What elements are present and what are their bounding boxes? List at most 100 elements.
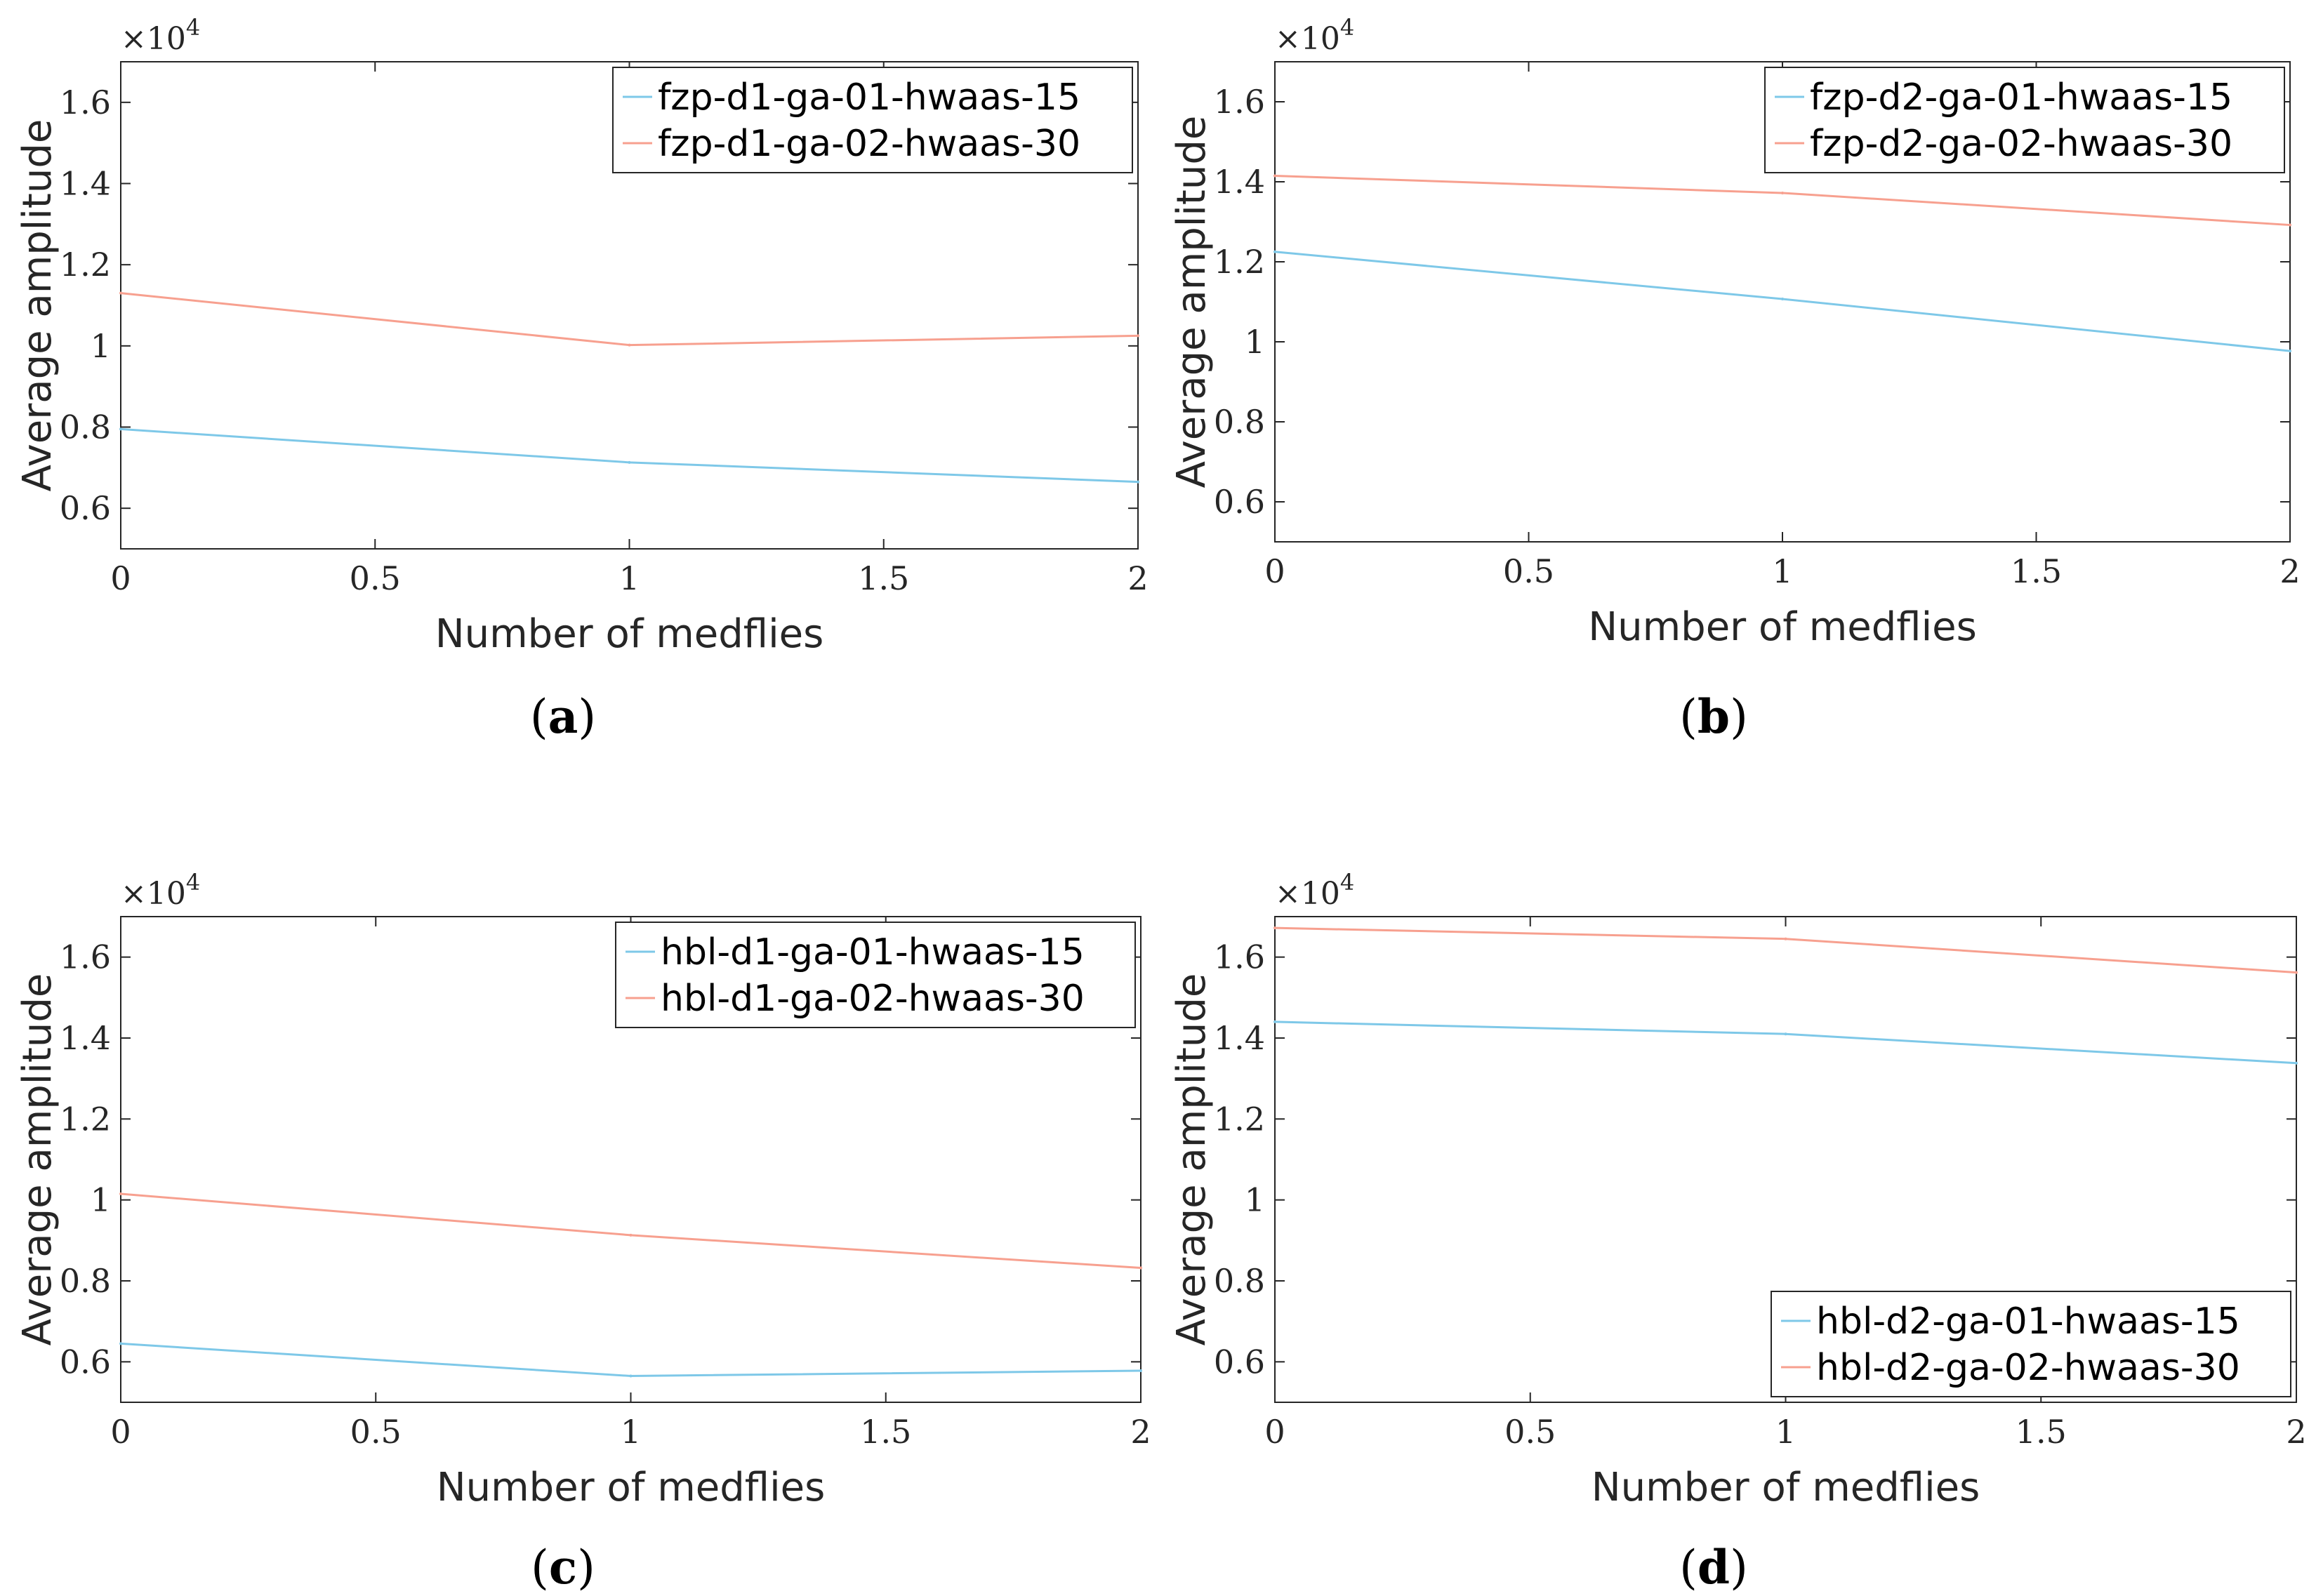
x-tick-label: 1 xyxy=(1775,1413,1796,1451)
y-tick-label: 1.4 xyxy=(60,165,111,203)
y-exponent-label: ×104 xyxy=(121,14,200,57)
panel-caption: (b) xyxy=(1679,689,1748,744)
legend-box xyxy=(1764,67,2285,173)
chart-panel-c: 0 0.5 1 1.5 2 0.6 0.8 1 1.2 1.4 1.6 ×104 Number of m… xyxy=(15,869,1151,1595)
data-point xyxy=(119,291,122,295)
x-tick-label: 0.5 xyxy=(350,559,401,597)
x-tick-label: 2 xyxy=(1127,559,1148,597)
x-tick-label: 1.5 xyxy=(2016,1413,2067,1451)
caption-letter: b xyxy=(1698,689,1730,744)
caption-letter: c xyxy=(549,1540,577,1595)
panel-caption: (a) xyxy=(530,689,596,744)
data-point xyxy=(629,1374,633,1378)
legend-label: fzp-d1-ga-02-hwaas-30 xyxy=(658,123,1080,165)
y-axis-label: Average amplitude xyxy=(1169,973,1215,1346)
y-exponent-label: ×104 xyxy=(1275,869,1354,912)
caption-open-paren: ( xyxy=(531,1541,549,1595)
caption-open-paren: ( xyxy=(530,690,548,744)
y-tick-label: 1 xyxy=(1245,1181,1265,1219)
y-tick-label: 1 xyxy=(91,1181,111,1219)
legend-label: fzp-d2-ga-01-hwaas-15 xyxy=(1810,77,2232,119)
data-point xyxy=(628,460,631,464)
legend-box xyxy=(1771,1291,2291,1397)
data-point xyxy=(2295,1061,2298,1065)
y-tick-label: 1.6 xyxy=(1214,83,1265,121)
x-axis-label: Number of medflies xyxy=(1588,604,1977,650)
data-point xyxy=(119,1192,122,1196)
y-tick-label: 1 xyxy=(91,327,111,365)
x-axis-label: Number of medflies xyxy=(1592,1465,1980,1510)
panel-caption: (d) xyxy=(1679,1540,1748,1595)
chart-panel-d: 0 0.5 1 1.5 2 0.6 0.8 1 1.2 1.4 1.6 ×104 Number of m… xyxy=(1169,869,2307,1595)
y-tick-label: 1.2 xyxy=(60,246,111,284)
y-tick-label: 0.8 xyxy=(1214,403,1265,441)
caption-letter: a xyxy=(548,689,578,744)
data-point xyxy=(1784,1032,1787,1036)
caption-close-paren: ) xyxy=(1730,690,1748,744)
y-tick-label: 1.4 xyxy=(60,1019,111,1057)
x-tick-label: 0.5 xyxy=(1503,552,1554,590)
legend-box xyxy=(615,922,1136,1028)
legend-label: fzp-d1-ga-01-hwaas-15 xyxy=(658,77,1080,119)
chart-panel-a: 0 0.5 1 1.5 2 0.6 0.8 1 1.2 1.4 1.6 ×104 Number of m… xyxy=(15,14,1149,744)
legend-label: hbl-d1-ga-01-hwaas-15 xyxy=(661,931,1085,973)
x-tick-label: 1 xyxy=(1772,552,1792,590)
y-exponent-power: 4 xyxy=(1340,14,1354,41)
y-exponent-base: ×10 xyxy=(1275,21,1340,57)
x-tick-label: 0.5 xyxy=(350,1413,402,1451)
y-tick-label: 1.2 xyxy=(60,1100,111,1138)
x-tick-label: 1 xyxy=(621,1413,641,1451)
x-axis-label: Number of medflies xyxy=(435,611,824,657)
data-point xyxy=(119,1342,122,1345)
data-point xyxy=(1781,298,1784,301)
legend-label: hbl-d2-ga-01-hwaas-15 xyxy=(1816,1301,2240,1343)
y-tick-label: 1 xyxy=(1245,323,1265,361)
y-exponent-power: 4 xyxy=(186,869,200,896)
y-tick-label: 0.6 xyxy=(1214,1343,1265,1381)
data-point xyxy=(2289,223,2291,227)
data-point xyxy=(629,1233,633,1237)
data-point xyxy=(1273,926,1276,930)
y-tick-label: 1.4 xyxy=(1214,1019,1265,1057)
x-tick-label: 1.5 xyxy=(858,559,909,597)
y-exponent-base: ×10 xyxy=(121,876,186,912)
y-axis-label: Average amplitude xyxy=(15,973,60,1346)
x-tick-label: 2 xyxy=(2286,1413,2306,1451)
y-tick-label: 0.6 xyxy=(1214,483,1265,521)
legend-label: hbl-d1-ga-02-hwaas-30 xyxy=(661,978,1085,1020)
x-tick-label: 2 xyxy=(1130,1413,1151,1451)
y-tick-label: 1.2 xyxy=(1214,1100,1265,1138)
data-point xyxy=(1784,937,1787,940)
y-tick-label: 0.8 xyxy=(60,408,111,446)
x-tick-label: 0 xyxy=(1264,1413,1285,1451)
data-point xyxy=(1137,480,1139,484)
y-tick-label: 0.8 xyxy=(1214,1262,1265,1300)
data-point xyxy=(1781,191,1784,194)
caption-close-paren: ) xyxy=(577,1541,595,1595)
caption-letter: d xyxy=(1698,1540,1730,1595)
caption-open-paren: ( xyxy=(1679,1541,1698,1595)
y-axis-label: Average amplitude xyxy=(1169,116,1215,488)
y-tick-label: 1.2 xyxy=(1214,243,1265,281)
data-point xyxy=(1137,334,1139,338)
data-point xyxy=(1139,1369,1142,1373)
caption-open-paren: ( xyxy=(1679,690,1698,744)
legend-label: fzp-d2-ga-02-hwaas-30 xyxy=(1810,123,2232,165)
legend-box xyxy=(612,67,1133,173)
data-point xyxy=(1273,250,1276,253)
legend-label: hbl-d2-ga-02-hwaas-30 xyxy=(1816,1347,2240,1389)
y-exponent-power: 4 xyxy=(186,14,200,41)
y-exponent-base: ×10 xyxy=(1275,876,1340,912)
y-tick-label: 0.6 xyxy=(60,1343,111,1381)
data-point xyxy=(119,427,122,431)
y-exponent-power: 4 xyxy=(1340,869,1354,896)
y-exponent-label: ×104 xyxy=(121,869,200,912)
data-point xyxy=(2295,971,2298,974)
x-tick-label: 1 xyxy=(619,559,640,597)
data-point xyxy=(628,343,631,347)
data-point xyxy=(1273,1020,1276,1023)
y-tick-label: 0.8 xyxy=(60,1262,111,1300)
x-tick-label: 1.5 xyxy=(860,1413,911,1451)
y-tick-label: 0.6 xyxy=(60,489,111,527)
y-tick-label: 1.6 xyxy=(60,84,111,121)
